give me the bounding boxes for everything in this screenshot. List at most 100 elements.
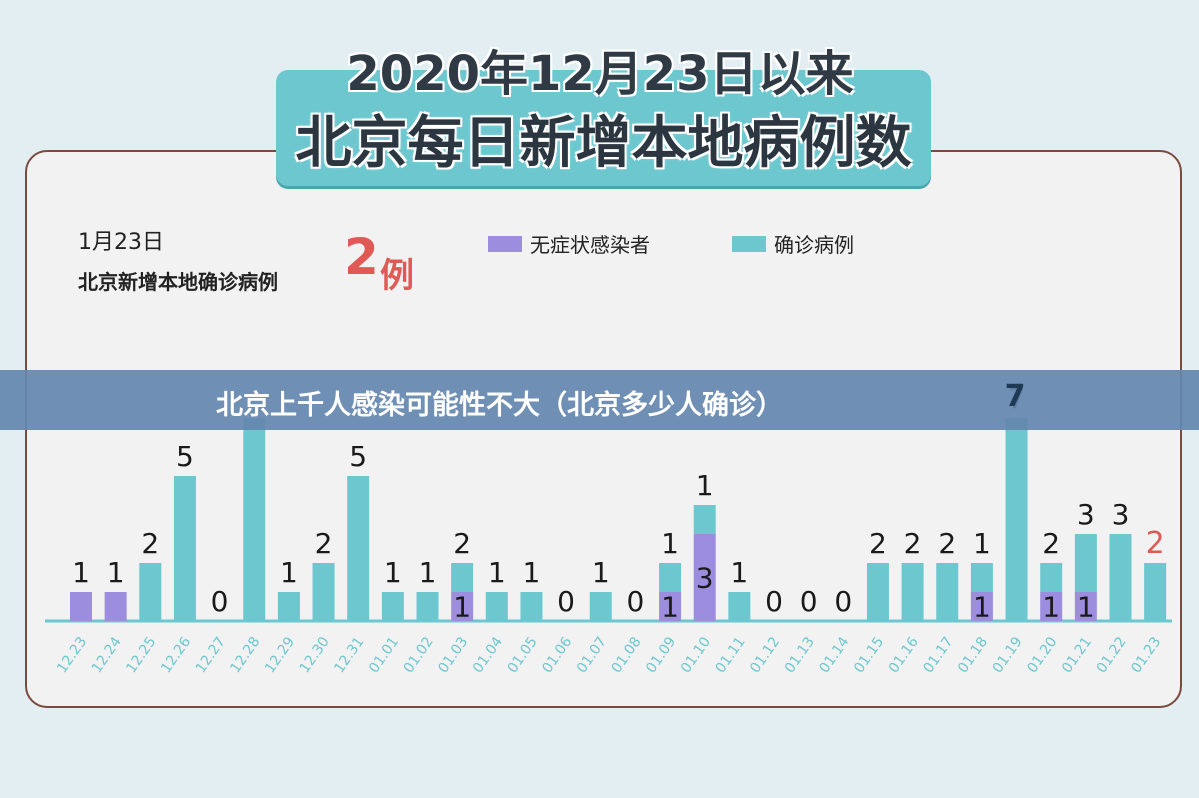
bar-confirmed-01.20 — [1040, 563, 1063, 592]
x-tick-label-01.20: 01.20 — [1024, 634, 1060, 676]
x-tick-label-01.21: 01.21 — [1059, 634, 1095, 676]
bar-label-confirmed-01.15: 2 — [869, 527, 887, 560]
headline-banner: 北京上千人感染可能性不大（北京多少人确诊） — [0, 370, 1199, 430]
legend-swatch-confirmed — [732, 235, 766, 252]
x-tick-label-12.30: 12.30 — [297, 634, 333, 676]
bar-asymptomatic-01.10 — [693, 534, 716, 621]
x-tick-label-01.14: 01.14 — [816, 634, 852, 676]
bar-label-confirmed-01.07: 1 — [592, 556, 610, 589]
bar-asymptomatic-01.09 — [659, 592, 682, 621]
x-tick-label-12.29: 12.29 — [262, 634, 298, 676]
bar-confirmed-01.02 — [416, 592, 439, 621]
bar-label-confirmed-01.22: 3 — [1112, 498, 1130, 531]
x-tick-label-01.17: 01.17 — [920, 634, 956, 676]
bar-label-asymptomatic-01.18: 1 — [973, 591, 991, 624]
headline-text: 北京上千人感染可能性不大（北京多少人确诊） — [216, 390, 783, 421]
x-tick-label-12.28: 12.28 — [227, 634, 263, 676]
x-tick-label-01.08: 01.08 — [609, 634, 645, 676]
bar-label-confirmed-12.31: 5 — [349, 440, 367, 473]
x-tick-label-01.13: 01.13 — [782, 634, 818, 676]
bar-confirmed-01.10 — [693, 505, 716, 534]
x-tick-label-01.11: 01.11 — [713, 634, 749, 676]
x-tick-label-12.26: 12.26 — [158, 634, 194, 676]
bar-confirmed-12.26 — [173, 476, 196, 621]
bar-confirmed-01.22 — [1109, 534, 1132, 621]
x-tick-label-01.18: 01.18 — [955, 634, 991, 676]
x-tick-label-01.07: 01.07 — [574, 634, 610, 676]
bar-confirmed-01.04 — [485, 592, 508, 621]
chart-title-date: 2020年12月23日以来 — [346, 46, 854, 102]
bar-label-confirmed-01.04: 1 — [488, 556, 506, 589]
bar-label-confirmed-01.05: 1 — [523, 556, 541, 589]
legend-swatch-asymptomatic — [488, 235, 522, 252]
bar-label-confirmed-01.03: 2 — [453, 527, 471, 560]
x-tick-label-01.16: 01.16 — [886, 634, 922, 676]
x-tick-label-12.24: 12.24 — [89, 634, 125, 676]
bar-label-confirmed-01.12: 0 — [765, 585, 783, 618]
bar-label-asymptomatic-12.24: 1 — [107, 556, 125, 589]
x-tick-label-01.19: 01.19 — [990, 634, 1026, 676]
bar-label-confirmed-01.08: 0 — [626, 585, 644, 618]
chart-title: 北京每日新增本地病例数 — [295, 111, 912, 176]
bar-label-confirmed-01.16: 2 — [904, 527, 922, 560]
bar-confirmed-12.30 — [312, 563, 335, 621]
info-count: 2 — [344, 228, 379, 286]
bar-label-asymptomatic-12.23: 1 — [72, 556, 90, 589]
bar-label-asymptomatic-01.03: 1 — [453, 591, 471, 624]
x-tick-label-01.09: 01.09 — [643, 634, 679, 676]
x-tick-label-01.15: 01.15 — [851, 634, 887, 676]
x-tick-label-01.05: 01.05 — [505, 634, 541, 676]
x-tick-label-01.12: 01.12 — [747, 634, 783, 676]
bar-confirmed-01.07 — [589, 592, 612, 621]
bar-label-confirmed-12.30: 2 — [315, 527, 333, 560]
bar-confirmed-01.16 — [901, 563, 924, 621]
bar-asymptomatic-01.03 — [451, 592, 474, 621]
bar-label-confirmed-01.02: 1 — [419, 556, 437, 589]
x-tick-label-01.04: 01.04 — [470, 634, 506, 676]
bar-label-01.19-visible: 7 — [1004, 379, 1026, 414]
bar-confirmed-01.05 — [520, 592, 543, 621]
bar-asymptomatic-12.24 — [104, 592, 127, 621]
info-date: 1月23日 — [78, 230, 164, 255]
bar-confirmed-12.29 — [277, 592, 300, 621]
bar-label-confirmed-01.09: 1 — [661, 527, 679, 560]
bar-label-confirmed-01.20: 2 — [1042, 527, 1060, 560]
bar-confirmed-01.03 — [451, 563, 474, 592]
bar-confirmed-01.23 — [1144, 563, 1167, 621]
x-tick-label-01.06: 01.06 — [539, 634, 575, 676]
x-tick-label-12.25: 12.25 — [123, 634, 159, 676]
bar-confirmed-01.21 — [1074, 534, 1097, 592]
bar-confirmed-01.15 — [866, 563, 889, 621]
bar-asymptomatic-12.23 — [70, 592, 92, 621]
x-tick-label-01.03: 01.03 — [435, 634, 471, 676]
bar-label-confirmed-01.01: 1 — [384, 556, 402, 589]
bar-confirmed-01.17 — [936, 563, 959, 621]
chart-title-box: 北京每日新增本地病例数 — [276, 70, 931, 186]
x-tick-label-01.22: 01.22 — [1094, 634, 1130, 676]
x-tick-label-01.10: 01.10 — [678, 634, 714, 676]
bar-asymptomatic-01.18 — [970, 592, 993, 621]
bar-asymptomatic-01.20 — [1040, 592, 1063, 621]
legend-label-asymptomatic: 无症状感染者 — [530, 233, 650, 257]
legend-label-confirmed: 确诊病例 — [774, 233, 854, 257]
bar-label-asymptomatic-01.20: 1 — [1042, 591, 1060, 624]
bar-label-confirmed-01.11: 1 — [730, 556, 748, 589]
bar-label-confirmed-01.17: 2 — [938, 527, 956, 560]
info-label: 北京新增本地确诊病例 — [78, 270, 278, 294]
bar-label-confirmed-12.26: 5 — [176, 440, 194, 473]
legend-item-confirmed: 确诊病例 — [732, 229, 854, 258]
bar-confirmed-01.19 — [1005, 418, 1028, 621]
bar-confirmed-01.09 — [659, 563, 682, 592]
x-tick-label-12.23: 12.23 — [54, 634, 90, 676]
bar-label-confirmed-12.27: 0 — [211, 585, 229, 618]
info-unit: 例 — [380, 256, 414, 296]
bar-label-asymptomatic-01.21: 1 — [1077, 591, 1095, 624]
bar-label-confirmed-01.18: 1 — [973, 527, 991, 560]
bar-label-confirmed-01.21: 3 — [1077, 498, 1095, 531]
x-tick-label-12.31: 12.31 — [331, 634, 367, 676]
legend-item-asymptomatic: 无症状感染者 — [488, 229, 650, 258]
bar-confirmed-01.18 — [970, 563, 993, 592]
bar-label-confirmed-01.06: 0 — [557, 585, 575, 618]
bar-label-asymptomatic-01.09: 1 — [661, 591, 679, 624]
